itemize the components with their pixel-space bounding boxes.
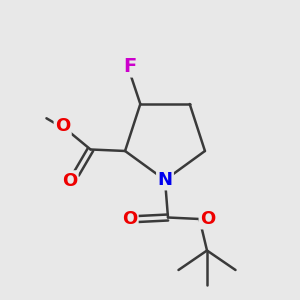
Text: N: N bbox=[158, 171, 172, 189]
Text: F: F bbox=[123, 57, 136, 76]
Text: O: O bbox=[55, 117, 70, 135]
Text: O: O bbox=[122, 210, 137, 228]
Text: O: O bbox=[62, 172, 77, 190]
Text: O: O bbox=[200, 210, 215, 228]
